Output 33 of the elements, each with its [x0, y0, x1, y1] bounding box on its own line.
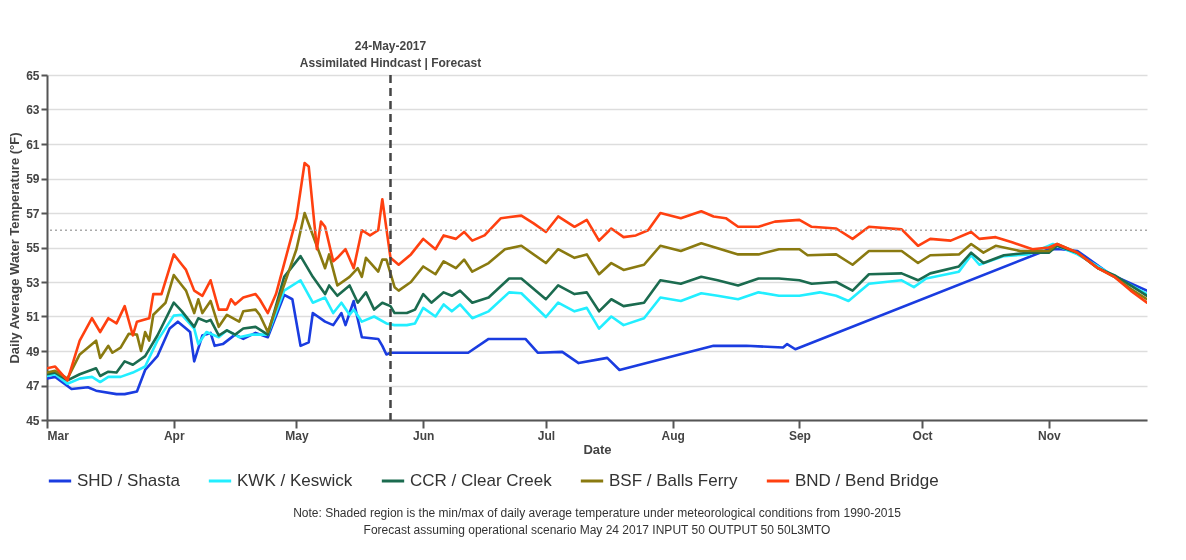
y-tick-label: 61 — [26, 137, 40, 152]
y-tick-label: 53 — [26, 275, 40, 290]
legend-label: CCR / Clear Creek — [410, 471, 553, 490]
line-series — [47, 211, 1147, 380]
legend-label: BSF / Balls Ferry — [609, 471, 738, 490]
line-series — [47, 161, 1147, 382]
y-tick-label: 57 — [26, 206, 40, 221]
y-tick-label: 59 — [26, 172, 40, 186]
x-tick-label: Oct — [912, 428, 933, 443]
legend-label: KWK / Keswick — [237, 471, 353, 490]
ref-line-label: 24-May-2017 — [354, 39, 427, 53]
text: Forecast assuming operational scenario May 24 2017 INPUT 50 OUTPUT 50 50L3MTO — [363, 523, 831, 537]
y-tick-label: 47 — [26, 379, 40, 393]
y-tick-label: 51 — [26, 310, 40, 324]
x-tick-label: May — [285, 428, 309, 443]
x-tick-label: Apr — [163, 428, 185, 443]
x-tick-label: Aug — [661, 428, 685, 443]
x-tick-label: Nov — [1038, 428, 1062, 443]
y-tick-label: 55 — [26, 241, 40, 255]
x-tick-label: Jul — [537, 428, 556, 443]
x-tick-label: Sep — [788, 428, 811, 443]
text: Note: Shaded region is the min/max of daily average temperature under meteorological conditions from 1990-2015 — [293, 506, 902, 520]
legend-label: SHD / Shasta — [77, 471, 181, 490]
x-tick-label: Mar — [47, 428, 70, 443]
x-tick-label: Jun — [413, 428, 435, 443]
y-tick-label: 65 — [26, 68, 40, 83]
y-tick-label: 45 — [26, 413, 40, 428]
y-axis-title: Daily Average Water Temperature (°F) — [7, 132, 23, 364]
y-tick-label: 49 — [26, 344, 40, 359]
x-axis-title: Date — [583, 441, 612, 457]
legend-label: BND / Bend Bridge — [795, 471, 939, 490]
annotation: Assimilated Hindcast | Forecast — [299, 56, 482, 70]
y-tick-label: 63 — [26, 103, 40, 117]
